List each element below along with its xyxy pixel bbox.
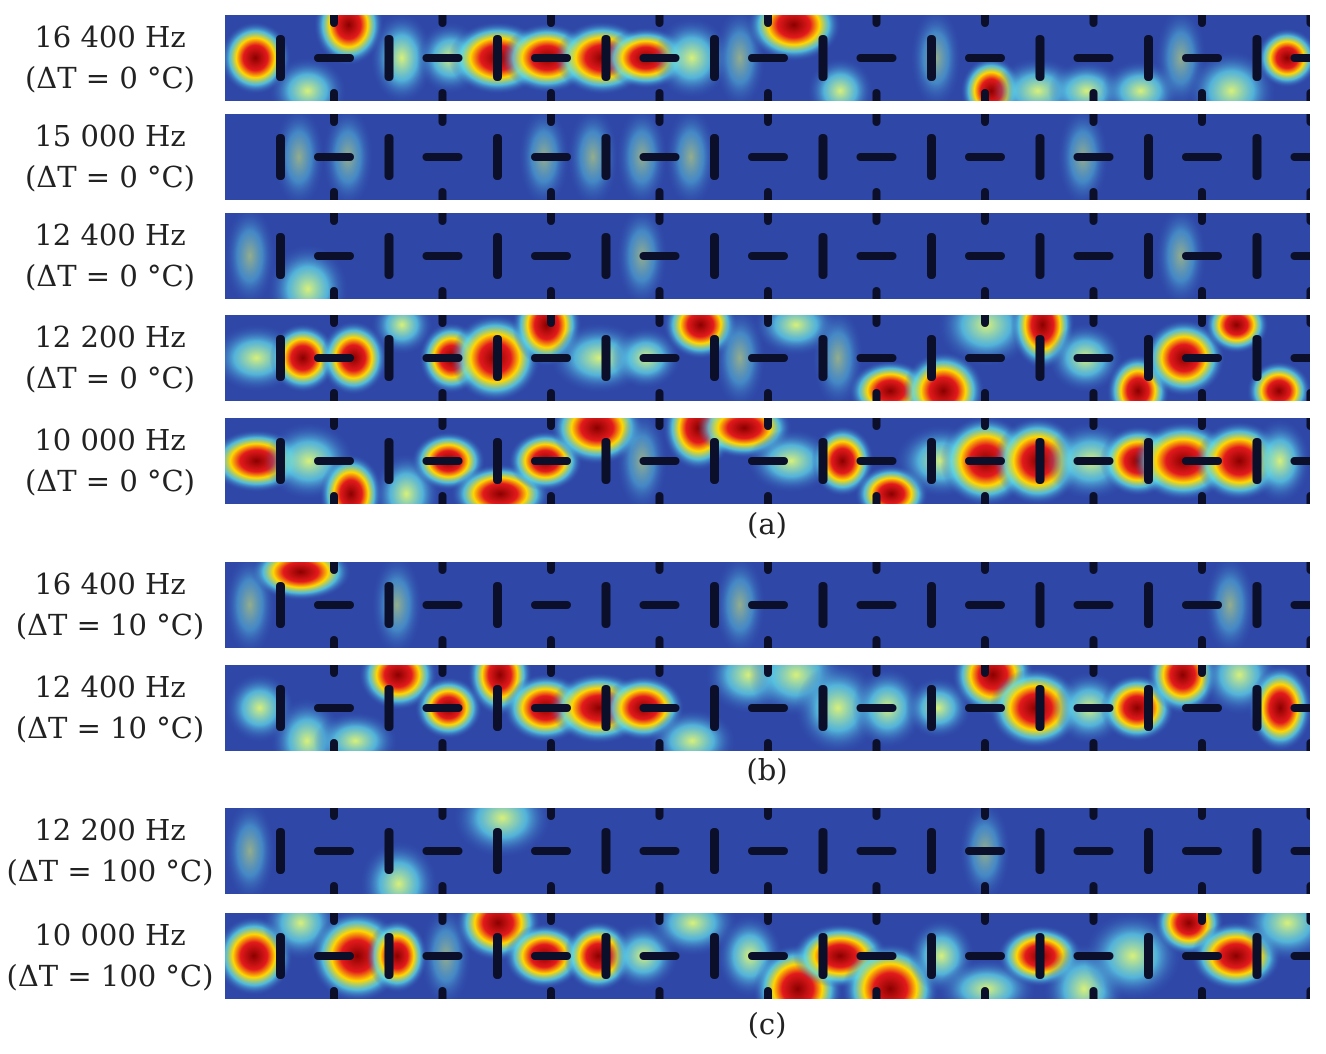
panel-caption: (b) <box>746 753 788 787</box>
frequency-label: 12 200 Hz <box>34 320 186 354</box>
temperature-label: (ΔT = 10 °C) <box>15 608 205 642</box>
row-label: 16 400 Hz (ΔT = 10 °C) <box>0 564 220 646</box>
field-intensity <box>225 808 1010 894</box>
phononic-crystal-holes <box>276 913 1310 999</box>
mode-shape-field <box>225 15 1310 101</box>
panel-caption: (a) <box>747 507 787 541</box>
frequency-label: 12 400 Hz <box>34 218 186 252</box>
temperature-label: (ΔT = 100 °C) <box>6 854 214 888</box>
field-intensity <box>225 418 1310 504</box>
mode-shape-field <box>225 114 1310 200</box>
row-label: 12 400 Hz (ΔT = 10 °C) <box>0 667 220 749</box>
mode-shape-field <box>225 213 1310 299</box>
phononic-crystal-holes <box>276 665 1310 751</box>
field-intensity <box>225 562 1255 648</box>
frequency-label: 16 400 Hz <box>34 20 186 54</box>
phononic-crystal-holes <box>276 315 1310 401</box>
row-label: 12 200 Hz (ΔT = 0 °C) <box>0 317 220 399</box>
row-label: 12 200 Hz (ΔT = 100 °C) <box>0 810 220 892</box>
mode-shape-field <box>225 913 1310 999</box>
panel-caption: (c) <box>747 1007 787 1041</box>
phononic-crystal-holes <box>276 418 1310 504</box>
temperature-label: (ΔT = 100 °C) <box>6 959 214 993</box>
row-label: 10 000 Hz (ΔT = 100 °C) <box>0 915 220 997</box>
frequency-label: 12 200 Hz <box>34 813 186 847</box>
temperature-label: (ΔT = 10 °C) <box>15 711 205 745</box>
temperature-label: (ΔT = 0 °C) <box>24 259 195 293</box>
row-label: 10 000 Hz (ΔT = 0 °C) <box>0 420 220 502</box>
phononic-crystal-holes <box>276 562 1310 648</box>
mode-shape-field <box>225 808 1310 894</box>
temperature-label: (ΔT = 0 °C) <box>24 61 195 95</box>
phononic-crystal-holes <box>276 114 1310 200</box>
mode-shape-field <box>225 562 1310 648</box>
frequency-label: 16 400 Hz <box>34 567 186 601</box>
row-label: 16 400 Hz (ΔT = 0 °C) <box>0 17 220 99</box>
phononic-crystal-holes <box>276 15 1310 101</box>
mode-shape-field <box>225 665 1310 751</box>
temperature-label: (ΔT = 0 °C) <box>24 361 195 395</box>
mode-shape-field <box>225 418 1310 504</box>
frequency-label: 10 000 Hz <box>34 423 186 457</box>
row-label: 12 400 Hz (ΔT = 0 °C) <box>0 215 220 297</box>
frequency-label: 10 000 Hz <box>34 918 186 952</box>
temperature-label: (ΔT = 0 °C) <box>24 160 195 194</box>
temperature-label: (ΔT = 0 °C) <box>24 464 195 498</box>
frequency-label: 12 400 Hz <box>34 670 186 704</box>
mode-shape-field <box>225 315 1310 401</box>
phononic-crystal-holes <box>276 808 1310 894</box>
row-label: 15 000 Hz (ΔT = 0 °C) <box>0 116 220 198</box>
frequency-label: 15 000 Hz <box>34 119 186 153</box>
phononic-crystal-holes <box>276 213 1310 299</box>
